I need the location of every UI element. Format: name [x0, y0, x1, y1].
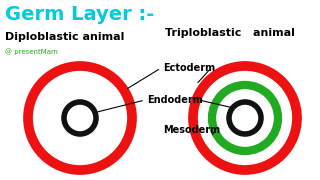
Text: @ presentMam: @ presentMam [5, 48, 58, 55]
Text: Triploblastic   animal: Triploblastic animal [165, 28, 295, 38]
Text: Diploblastic animal: Diploblastic animal [5, 32, 124, 42]
Text: Ectoderm: Ectoderm [163, 63, 215, 73]
Text: Germ Layer :-: Germ Layer :- [5, 5, 154, 24]
Text: Endoderm: Endoderm [147, 95, 203, 105]
Text: Mesoderm: Mesoderm [163, 125, 220, 135]
